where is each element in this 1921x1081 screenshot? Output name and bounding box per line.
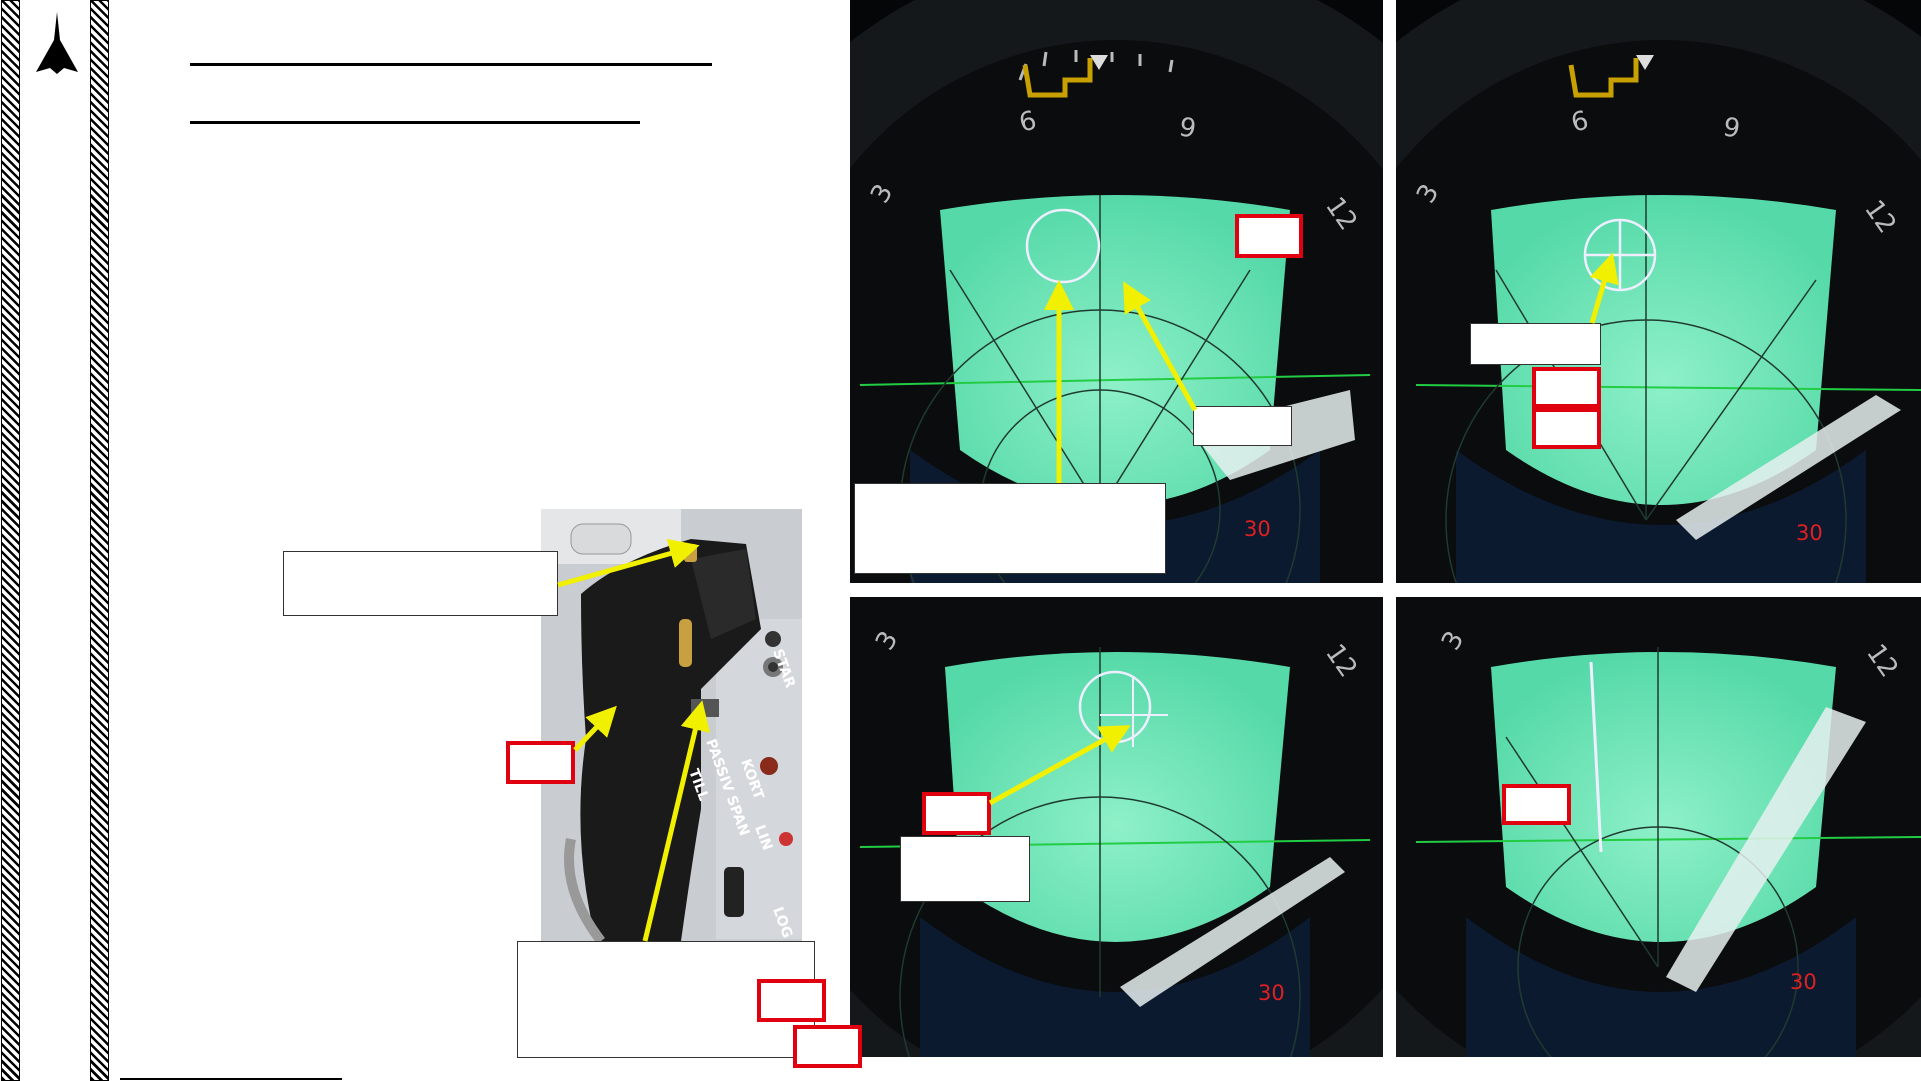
- callout-box-scope1-circle: [854, 483, 1166, 574]
- left-hatch-bar: [1, 0, 20, 1081]
- red-marker-box: [1502, 784, 1571, 825]
- range-label: 30: [1244, 517, 1271, 541]
- aircraft-silhouette-icon: [34, 10, 80, 81]
- heading-label-9: 9: [1177, 112, 1199, 144]
- footer-rule: [120, 1078, 342, 1080]
- control-stick-photo: PASSIV SPAN TILL KORT LIN LOG STAR: [541, 509, 802, 941]
- callout-box-scope2-cross: [1470, 323, 1601, 365]
- red-marker-box: [1532, 408, 1601, 449]
- heading-label-9: 9: [1721, 112, 1743, 144]
- red-marker-box: [922, 792, 991, 835]
- title-rule-1: [190, 63, 712, 66]
- red-marker-box: [793, 1025, 862, 1068]
- range-label: 30: [1790, 970, 1817, 994]
- callout-box-scope3-cross: [900, 836, 1030, 902]
- heading-label-6: 6: [1568, 106, 1592, 139]
- callout-box-stick-trigger: [283, 551, 558, 616]
- red-marker-box: [506, 741, 575, 784]
- heading-label-6: 6: [1016, 106, 1040, 139]
- range-label: 30: [1796, 521, 1823, 545]
- right-hatch-bar: [90, 0, 109, 1081]
- red-marker-box: [1532, 367, 1601, 408]
- red-marker-box: [757, 979, 826, 1022]
- callout-box-scope1-marker: [1193, 406, 1292, 446]
- range-label: 30: [1258, 981, 1285, 1005]
- radar-scope-top-right: 3 6 9 12 30: [1396, 0, 1921, 583]
- title-rule-2: [190, 121, 640, 124]
- red-marker-box: [1235, 214, 1303, 258]
- radar-scope-bottom-right: 3 12 30: [1396, 597, 1921, 1057]
